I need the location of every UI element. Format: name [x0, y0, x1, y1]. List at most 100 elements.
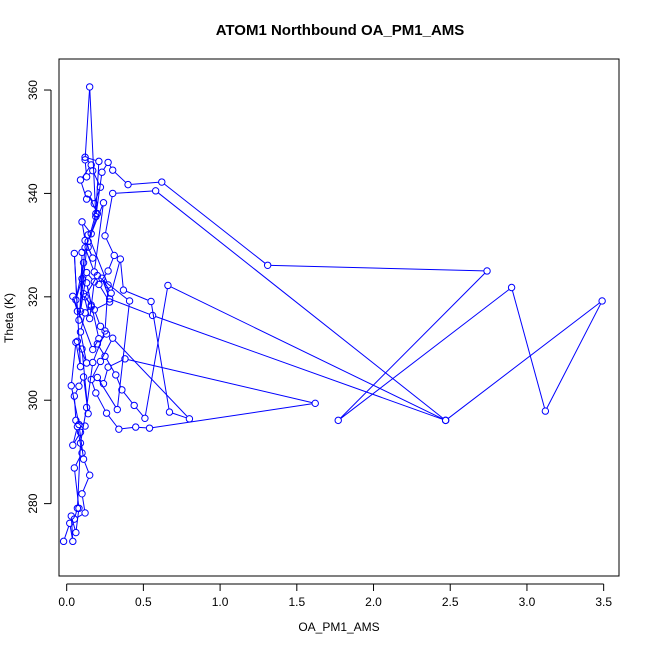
data-point	[72, 528, 80, 537]
series-segment	[110, 359, 123, 367]
data-point	[81, 156, 89, 164]
y-tick-label: 360	[26, 80, 40, 100]
series-segment	[117, 304, 130, 407]
data-point	[59, 537, 68, 546]
series-segment	[96, 302, 107, 309]
data-point	[82, 195, 91, 203]
data-point	[109, 166, 117, 174]
series-segment	[94, 312, 100, 324]
data-point	[82, 279, 91, 287]
x-tick-label: 3.5	[595, 595, 612, 609]
series-segment	[101, 340, 112, 359]
data-point	[75, 420, 83, 429]
data-point	[99, 199, 108, 207]
data-point	[85, 83, 94, 91]
data-point	[311, 399, 319, 408]
data-point	[85, 314, 94, 323]
x-tick-label: 2.5	[442, 595, 459, 609]
series-segment	[71, 388, 79, 422]
x-axis-label: OA_PM1_AMS	[298, 620, 379, 634]
data-point	[87, 301, 95, 309]
data-point	[84, 237, 92, 246]
series-segment	[84, 461, 90, 473]
series-segment	[92, 364, 100, 377]
data-point	[105, 298, 114, 306]
series-segment	[131, 181, 159, 185]
series-segment	[74, 434, 80, 443]
data-point	[92, 212, 100, 221]
data-point	[76, 428, 85, 436]
data-point	[89, 254, 97, 262]
y-tick-label: 320	[26, 286, 40, 306]
series-segment	[86, 365, 93, 405]
data-point	[87, 230, 95, 238]
data-point	[124, 180, 132, 189]
data-point	[78, 275, 86, 283]
data-point	[147, 297, 155, 306]
series-segment	[170, 286, 443, 420]
series-segment	[88, 216, 96, 239]
series-segment	[121, 426, 133, 430]
data-point	[78, 345, 86, 353]
data-point	[141, 414, 149, 423]
x-tick-label: 0.0	[58, 595, 75, 609]
data-point	[112, 371, 120, 379]
series-segment	[114, 171, 127, 183]
data-point	[104, 267, 112, 275]
series-segment	[86, 285, 99, 336]
data-point	[84, 243, 92, 251]
series-segment	[103, 164, 107, 170]
data-point	[96, 183, 105, 191]
data-point	[79, 455, 88, 463]
series-segment	[78, 427, 84, 457]
data-point	[70, 392, 79, 400]
series-segment	[88, 157, 96, 161]
y-tick-label: 300	[26, 390, 40, 410]
series-segment	[108, 415, 118, 427]
series-segment	[151, 304, 170, 410]
series-segment	[340, 289, 510, 419]
data-point	[104, 363, 112, 371]
data-point	[78, 490, 86, 498]
data-point	[158, 178, 166, 186]
chart-title: ATOM1 Northbound OA_PM1_AMS	[216, 22, 465, 39]
series-segment	[104, 288, 109, 328]
series-segment	[127, 359, 313, 404]
series-segment	[79, 379, 83, 384]
data-point	[93, 340, 102, 348]
data-point	[113, 405, 122, 414]
data-point	[78, 218, 86, 226]
data-point	[76, 176, 85, 184]
x-tick-label: 1.5	[288, 595, 305, 609]
series-segment	[102, 328, 105, 332]
data-point	[115, 425, 123, 433]
data-point	[70, 464, 79, 472]
series-segment	[270, 264, 484, 272]
data-point	[72, 296, 80, 304]
series-segment	[111, 262, 121, 291]
data-point	[75, 316, 83, 324]
data-point	[90, 200, 98, 208]
data-point	[81, 509, 89, 517]
series-segment	[88, 274, 93, 280]
data-point	[185, 415, 194, 423]
series-segment	[112, 299, 150, 315]
series-segment	[84, 90, 90, 157]
series-segment	[103, 370, 108, 381]
plot-frame	[58, 58, 620, 577]
data-point	[92, 389, 100, 397]
series-segment	[76, 514, 83, 518]
series-segment	[157, 192, 444, 419]
series-segment	[76, 281, 82, 297]
data-point	[69, 441, 77, 449]
series-segment	[75, 345, 81, 364]
y-tick-label: 340	[26, 183, 40, 203]
data-point	[81, 309, 89, 317]
data-point	[85, 471, 94, 479]
data-point	[84, 190, 92, 198]
data-point	[82, 173, 91, 181]
series-layer	[59, 83, 606, 546]
x-tick-label: 1.0	[212, 595, 229, 609]
data-point	[116, 255, 125, 263]
